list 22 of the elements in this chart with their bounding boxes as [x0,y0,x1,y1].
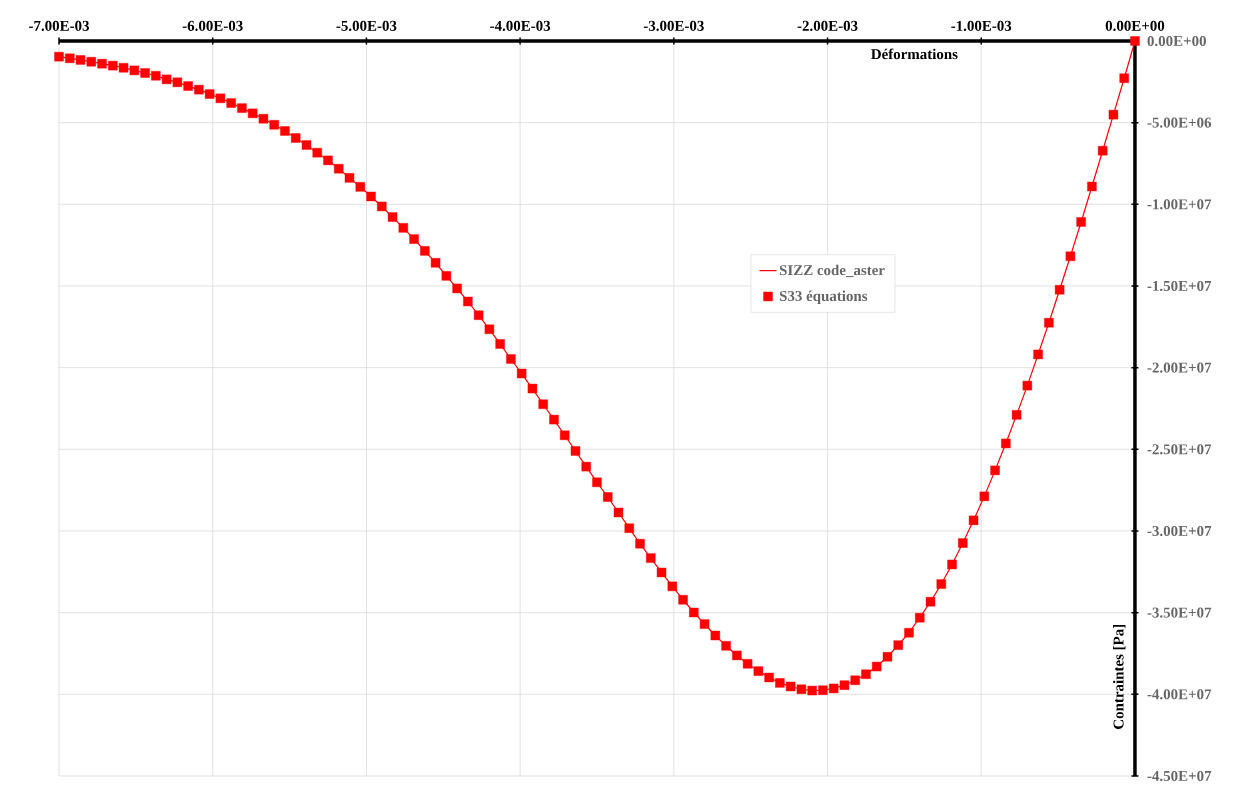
y-axis-title: Contraintes [Pa] [1113,624,1126,729]
x-tick-label: -6.00E-03 [182,20,243,31]
y-tick-label: -4.00E+07 [1147,689,1212,700]
y-tick-label: -5.00E+06 [1147,117,1212,128]
y-tick-label: -2.50E+07 [1147,444,1212,455]
y-tick-label: -2.00E+07 [1147,362,1212,373]
legend-label: SIZZ code_aster [779,264,885,278]
x-axis-title: Déformations [871,48,958,60]
y-tick-label: -3.50E+07 [1147,607,1212,618]
x-tick-label: -1.00E-03 [951,20,1012,31]
x-tick-label: -4.00E-03 [490,20,551,31]
x-tick-label: -3.00E-03 [643,20,704,31]
legend-label: S33 équations [779,290,868,305]
y-tick-label: -1.00E+07 [1147,199,1212,210]
x-tick-label: 0.00E+00 [1105,20,1165,31]
y-tick-label: -1.50E+07 [1147,280,1212,292]
x-tick-label: -2.00E-03 [797,20,858,31]
x-tick-label: -5.00E-03 [336,20,397,31]
y-tick-label: 0.00E+00 [1147,35,1206,47]
x-tick-label: -7.00E-03 [29,20,89,31]
y-tick-label: -4.50E+07 [1147,770,1212,782]
y-tick-label: -3.00E+07 [1147,525,1212,537]
